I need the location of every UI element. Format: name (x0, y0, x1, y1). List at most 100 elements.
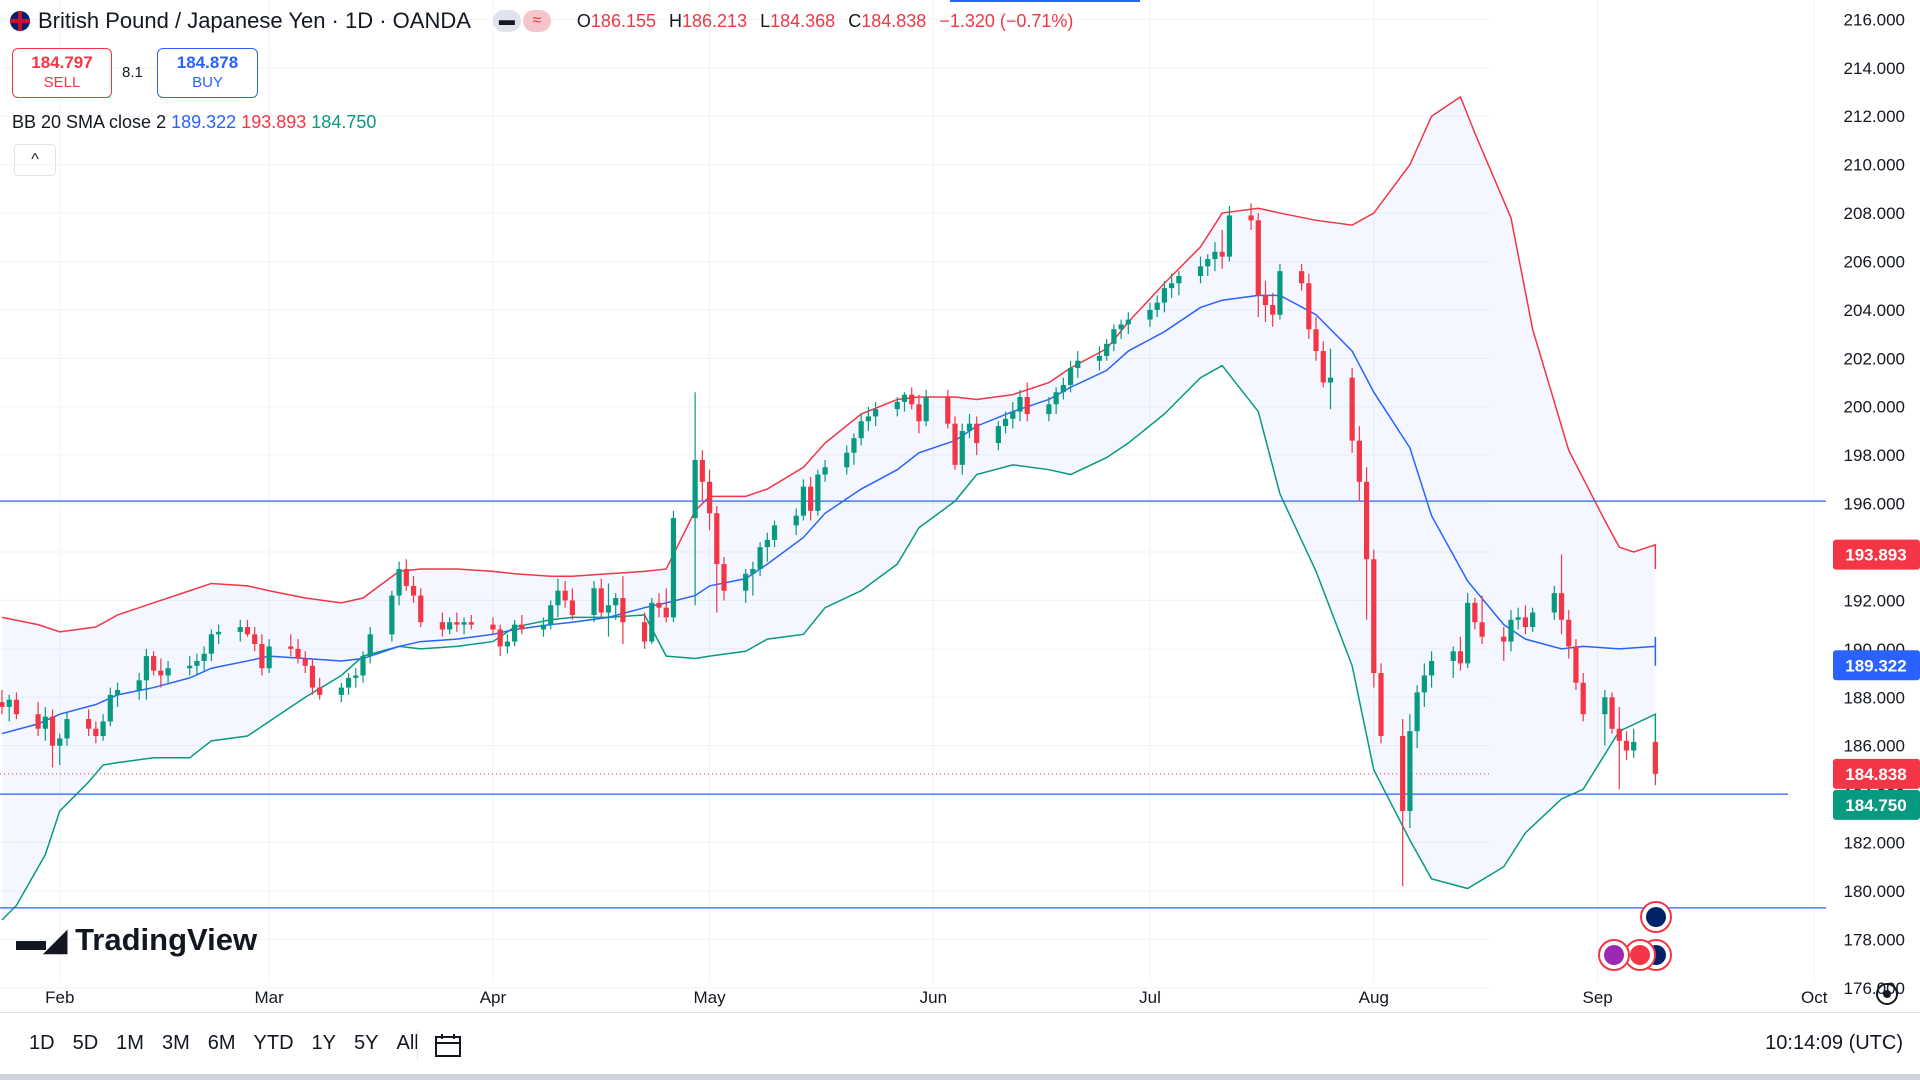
candle-body (959, 430, 965, 465)
candle-body (743, 573, 749, 591)
y-tick-label: 178.000 (1844, 930, 1905, 949)
candle-body (1197, 266, 1204, 276)
period-1y[interactable]: 1Y (311, 1032, 337, 1054)
y-tick-label: 182.000 (1844, 834, 1905, 853)
ohlc-values: O186.155 H186.213 L184.368 C184.838 −1.3… (577, 11, 1082, 32)
sell-label: SELL (43, 74, 81, 91)
candle-body (1125, 319, 1131, 325)
gbp-flag-icon (10, 11, 30, 31)
visibility-toggle[interactable]: ▬ ≈ (492, 10, 551, 32)
y-tick-label: 192.000 (1844, 591, 1905, 610)
candle-body (995, 426, 1001, 444)
candle-body (1002, 418, 1009, 427)
y-tick-label: 206.000 (1844, 252, 1905, 271)
candle-body (1551, 593, 1557, 613)
candle-body (1428, 660, 1435, 676)
y-tick-label: 186.000 (1844, 737, 1905, 756)
utc-clock[interactable]: 10:14:09 (UTC) (1765, 1032, 1903, 1054)
open-value: 186.155 (590, 10, 656, 31)
candle-body (714, 513, 720, 565)
tradingview-logo[interactable]: ▬◢ TradingView (16, 922, 257, 958)
settings-gear-icon[interactable] (1876, 983, 1898, 1005)
candle-body (512, 624, 518, 642)
buy-price: 184.878 (176, 53, 239, 72)
x-tick-label: Feb (45, 988, 74, 1007)
calendar-range-icon[interactable] (434, 1032, 462, 1058)
basis-price-tag (1833, 650, 1920, 681)
upper-band-price-tag (1833, 539, 1920, 570)
y-tick-label: 198.000 (1844, 446, 1905, 465)
candle-body (1465, 602, 1471, 664)
candle-body (100, 721, 106, 736)
candle-body (1327, 377, 1334, 383)
period-6m[interactable]: 6M (207, 1032, 236, 1054)
candle-body (1652, 741, 1658, 774)
wave-icon[interactable]: ≈ (522, 10, 551, 32)
candle-body (901, 394, 908, 402)
candle-body (1530, 612, 1536, 628)
candle-body (237, 627, 243, 632)
candle-body (1522, 617, 1529, 628)
candle-body (656, 602, 662, 608)
candle-body (1623, 740, 1630, 751)
candle-body (808, 486, 814, 511)
candle-body (815, 474, 821, 511)
candle-body (1558, 593, 1565, 620)
candle-body (1017, 397, 1023, 412)
candle-body (605, 605, 612, 613)
candle-body (894, 401, 900, 410)
candle-body (1212, 251, 1218, 260)
candle-body (1096, 355, 1103, 361)
period-1d[interactable]: 1D (29, 1032, 55, 1054)
x-tick-label: May (693, 988, 726, 1007)
x-tick-label: Jun (920, 988, 947, 1007)
candle-body (1356, 440, 1362, 482)
bollinger-legend[interactable]: BB 20 SMA close 2 189.322 193.893 184.75… (12, 112, 376, 133)
y-tick-label: 202.000 (1844, 349, 1905, 368)
y-tick-label: 200.000 (1844, 398, 1905, 417)
close-label: C (848, 10, 862, 31)
sell-button[interactable]: 184.797 SELL (12, 48, 112, 98)
symbol-header: British Pound / Japanese Yen · 1D · OAND… (10, 8, 1081, 34)
collapse-legend-button[interactable]: ^ (14, 144, 56, 176)
candle-body (1118, 324, 1124, 330)
minus-icon[interactable]: ▬ (492, 10, 521, 32)
candle-body (974, 423, 980, 444)
candle-body (114, 690, 121, 695)
x-tick-label: Oct (1801, 988, 1828, 1007)
period-selector: 1D 5D 1M 3M 6M YTD 1Y 5Y All (20, 1032, 428, 1055)
spread-value: 8.1 (122, 64, 143, 81)
buy-button[interactable]: 184.878 BUY (157, 48, 258, 98)
candle-body (555, 590, 561, 606)
candle-body (201, 653, 207, 661)
upper-band-price-tag-text: 193.893 (1845, 546, 1906, 565)
toolbar-divider (417, 1030, 418, 1060)
sell-price: 184.797 (31, 53, 93, 72)
candle-body (504, 641, 510, 647)
period-ytd[interactable]: YTD (253, 1032, 294, 1054)
period-1m[interactable]: 1M (116, 1032, 144, 1054)
symbol-title[interactable]: British Pound / Japanese Yen · 1D · OAND… (38, 8, 471, 33)
candle-body (1508, 619, 1514, 642)
candle-body (317, 687, 323, 695)
candle-body (1400, 736, 1406, 812)
event-marker-lightning-icon-inner (1604, 945, 1624, 965)
price-chart[interactable]: 176.000178.000180.000182.000184.000186.0… (0, 0, 1920, 1012)
candle-body (1205, 259, 1211, 267)
candle-body (165, 668, 171, 676)
period-all[interactable]: All (396, 1032, 419, 1054)
buy-label: BUY (192, 74, 223, 91)
period-3m[interactable]: 3M (161, 1032, 190, 1054)
candle-body (244, 627, 251, 635)
y-tick-label: 210.000 (1844, 156, 1905, 175)
x-tick-label: Apr (480, 988, 507, 1007)
candle-body (1414, 692, 1420, 732)
candle-body (1299, 271, 1305, 284)
candle-body (598, 588, 604, 613)
candle-body (93, 728, 99, 736)
candle-body (1479, 622, 1485, 637)
candle-body (1270, 305, 1276, 315)
period-5d[interactable]: 5D (72, 1032, 99, 1054)
candle-body (151, 656, 157, 671)
period-5y[interactable]: 5Y (354, 1032, 379, 1054)
